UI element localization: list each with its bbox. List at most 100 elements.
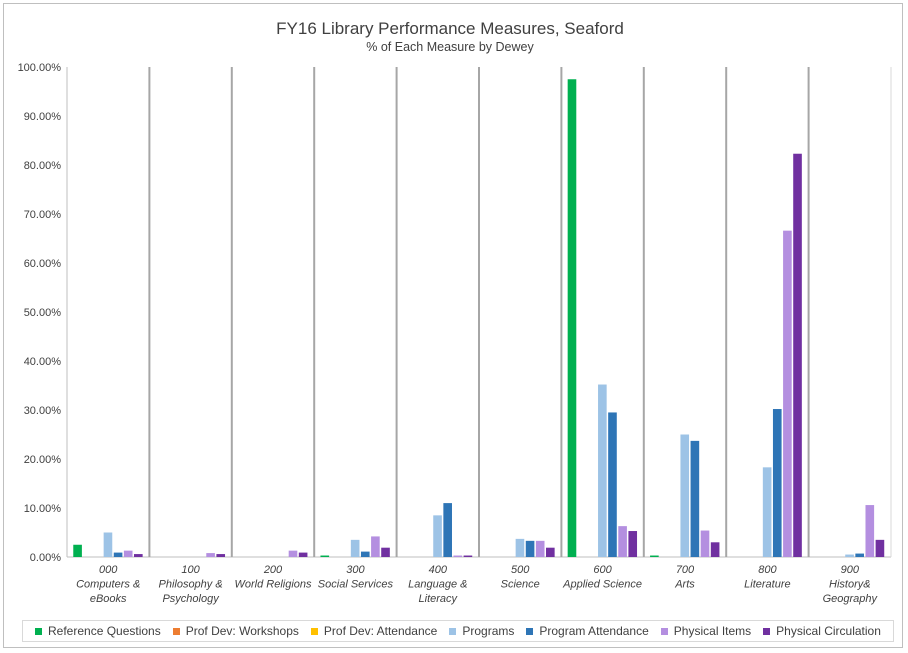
- bar-reference-questions: [73, 544, 82, 557]
- legend-swatch: [660, 627, 668, 635]
- bar-physical-items: [453, 555, 463, 557]
- bar-physical-items: [535, 540, 545, 557]
- legend-swatch: [310, 627, 318, 635]
- bar-program-attendance: [443, 503, 452, 557]
- bar-physical-circulation: [216, 554, 226, 557]
- x-tick-label: 800: [758, 564, 777, 576]
- bar-program-attendance: [855, 553, 864, 557]
- legend-item: Physical Circulation: [763, 624, 881, 638]
- y-tick-label: 60.00%: [24, 258, 62, 270]
- chart-subtitle: % of Each Measure by Dewey: [366, 40, 534, 54]
- x-tick-label: 200: [263, 564, 283, 576]
- y-tick-label: 40.00%: [24, 356, 62, 368]
- bar-physical-circulation: [298, 552, 308, 557]
- legend-item: Reference Questions: [35, 624, 161, 638]
- chart-title: FY16 Library Performance Measures, Seafo…: [276, 19, 624, 38]
- legend-label: Prof Dev: Attendance: [323, 624, 438, 638]
- x-tick-label: eBooks: [90, 593, 127, 605]
- legend-swatch: [449, 627, 457, 635]
- x-tick-label: 100: [181, 564, 200, 576]
- bar-programs: [350, 539, 360, 557]
- bar-physical-items: [371, 536, 380, 557]
- x-tick-label: Applied Science: [562, 579, 642, 591]
- x-tick-label: 400: [429, 564, 448, 576]
- legend-item: Physical Items: [660, 624, 751, 638]
- y-tick-label: 90.00%: [24, 111, 62, 123]
- bar-physical-items: [865, 505, 875, 557]
- legend-label: Program Attendance: [539, 624, 649, 638]
- x-tick-label: Computers &: [76, 579, 140, 591]
- x-tick-label: 000: [99, 564, 118, 576]
- bar-physical-circulation: [628, 531, 638, 557]
- bar-reference-questions: [650, 555, 659, 557]
- chart-canvas: FY16 Library Performance Measures, Seafo…: [18, 19, 892, 605]
- y-tick-label: 20.00%: [24, 454, 62, 466]
- x-tick-label: 900: [841, 564, 860, 576]
- x-tick-label: 600: [593, 564, 612, 576]
- x-tick-label: Literature: [744, 579, 790, 591]
- x-tick-label: Social Services: [318, 579, 394, 591]
- y-tick-label: 100.00%: [18, 62, 62, 74]
- bar-physical-items: [618, 526, 627, 557]
- x-tick-label: Literacy: [419, 593, 459, 605]
- legend: Reference Questions Prof Dev: Workshops Pr…: [22, 620, 894, 642]
- bar-program-attendance: [360, 551, 370, 557]
- y-tick-label: 50.00%: [24, 307, 62, 319]
- bars-group: [73, 79, 885, 558]
- bar-programs: [845, 554, 854, 557]
- x-tick-label: 300: [346, 564, 365, 576]
- x-tick-label: 700: [676, 564, 695, 576]
- legend-swatch: [35, 627, 42, 635]
- legend-label: Reference Questions: [48, 624, 161, 638]
- labels-group: 0.00% 10.00% 20.00% 30.00% 40.00% 50.00% 60.00…: [18, 62, 879, 605]
- x-tick-label: Arts: [674, 579, 695, 591]
- legend-label: Programs: [462, 624, 515, 638]
- bar-program-attendance: [113, 552, 123, 557]
- x-tick-label: Psychology: [162, 593, 220, 605]
- y-tick-label: 80.00%: [24, 160, 62, 172]
- legend-swatch: [526, 627, 534, 635]
- bar-physical-items: [783, 230, 792, 557]
- legend-label: Physical Circulation: [776, 624, 881, 638]
- bar-physical-circulation: [875, 539, 885, 557]
- legend-swatch: [172, 627, 180, 635]
- bar-programs: [433, 515, 442, 557]
- bar-reference-questions: [567, 79, 577, 557]
- y-tick-label: 10.00%: [24, 503, 62, 515]
- bar-programs: [515, 538, 525, 557]
- bar-programs: [598, 384, 607, 557]
- bar-physical-items: [700, 530, 710, 557]
- legend-item: Prof Dev: Workshops: [172, 624, 299, 638]
- legend-label: Prof Dev: Workshops: [185, 624, 299, 638]
- bar-programs: [680, 434, 690, 557]
- legend-item: Program Attendance: [526, 624, 649, 638]
- chart-container: FY16 Library Performance Measures, Seafo…: [3, 3, 903, 648]
- bar-program-attendance: [608, 412, 617, 557]
- legend-item: Prof Dev: Attendance: [310, 624, 438, 638]
- bar-physical-items: [206, 553, 215, 557]
- bar-reference-questions: [320, 555, 330, 557]
- bar-physical-circulation: [463, 555, 473, 557]
- bar-physical-items: [288, 550, 298, 557]
- bar-program-attendance: [690, 440, 700, 557]
- bar-programs: [103, 532, 113, 557]
- x-tick-label: Science: [501, 579, 540, 591]
- bar-physical-items: [123, 550, 133, 557]
- bar-physical-circulation: [381, 547, 390, 557]
- y-tick-label: 70.00%: [24, 209, 62, 221]
- bar-program-attendance: [772, 409, 782, 557]
- bar-programs: [762, 467, 772, 557]
- bar-program-attendance: [525, 540, 535, 557]
- bar-physical-circulation: [793, 153, 802, 558]
- legend-item: Programs: [449, 624, 514, 638]
- x-tick-label: Language &: [408, 579, 467, 591]
- y-tick-label: 0.00%: [30, 552, 61, 564]
- bar-physical-circulation: [710, 542, 720, 557]
- bar-physical-circulation: [134, 554, 143, 557]
- plot-area: [66, 67, 892, 558]
- bar-physical-circulation: [546, 547, 555, 557]
- legend-swatch: [763, 627, 771, 635]
- x-tick-label: 500: [511, 564, 530, 576]
- x-tick-label: Geography: [823, 593, 879, 605]
- x-tick-label: Philosophy &: [158, 579, 222, 591]
